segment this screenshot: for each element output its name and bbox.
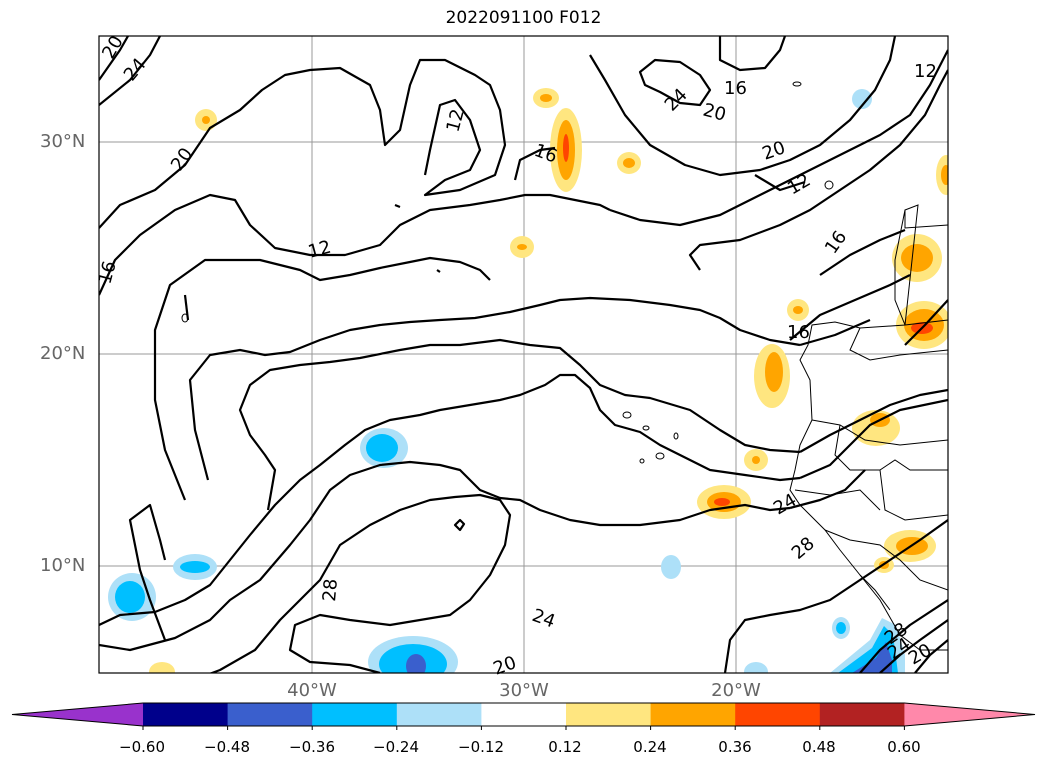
colorbar-tick-label: −0.60	[119, 738, 165, 756]
lon-label-20w: 20°W	[711, 680, 761, 701]
map-content	[99, 36, 948, 673]
contour-label: 28	[788, 533, 819, 564]
colorbar-segment	[735, 703, 821, 726]
map-frame	[98, 35, 949, 674]
colorbar-tick-label: 0.12	[548, 738, 582, 756]
colorbar-segment	[227, 703, 313, 726]
colorbar-tick-label: −0.24	[373, 738, 419, 756]
contour-label: 20	[701, 100, 729, 126]
anomaly-shading	[108, 88, 948, 673]
contour-label: 24	[529, 605, 558, 633]
colorbar-segment	[481, 703, 567, 726]
contour-label: 16	[821, 227, 851, 258]
contour-label: 20	[760, 137, 789, 165]
colorbar-tick-label: −0.12	[458, 738, 504, 756]
lat-label-10n: 10°N	[40, 555, 86, 576]
colorbar-tick-label: 0.24	[633, 738, 667, 756]
colorbar-tick-label: −0.48	[204, 738, 250, 756]
contour-lines	[99, 36, 948, 673]
contour-label: 12	[784, 170, 814, 200]
contour-label: 24	[770, 490, 800, 520]
contour-label: 24	[661, 84, 692, 115]
colorbar-tick-label: 0.60	[887, 738, 921, 756]
lon-label-40w: 40°W	[287, 680, 337, 701]
colorbar-segment	[566, 703, 652, 726]
contour-label: 20	[167, 144, 197, 175]
lat-label-20n: 20°N	[40, 343, 86, 364]
gridlines	[99, 36, 948, 673]
contour-label: 12	[306, 237, 334, 263]
contour-label: 16	[724, 78, 747, 99]
contour-label: 16	[787, 322, 810, 343]
colorbar-tick-label: 0.36	[718, 738, 752, 756]
colorbar-segment	[312, 703, 398, 726]
contour-label: 12	[914, 61, 937, 82]
colorbar-tick-label: −0.36	[289, 738, 335, 756]
colorbar-segment	[650, 703, 736, 726]
colorbar	[11, 702, 1036, 730]
map-title: 2022091100 F012	[445, 8, 602, 28]
lat-label-30n: 30°N	[40, 131, 86, 152]
contour-labels: 20 24 20 12 16 24 20 16 12 20 12 16 16 1…	[95, 32, 937, 680]
contour-label: 20	[98, 32, 128, 62]
colorbar-segment	[143, 703, 229, 726]
colorbar-tick-label: 0.48	[802, 738, 836, 756]
colorbar-extend-max	[904, 703, 1035, 726]
contour-label: 28	[319, 578, 342, 603]
colorbar-extend-min	[12, 703, 143, 726]
colorbar-segment	[819, 703, 905, 726]
colorbar-segment	[396, 703, 482, 726]
coastlines	[181, 81, 948, 651]
contour-label: 20	[491, 652, 520, 680]
contour-label: 12	[443, 107, 469, 135]
lon-label-30w: 30°W	[499, 680, 549, 701]
